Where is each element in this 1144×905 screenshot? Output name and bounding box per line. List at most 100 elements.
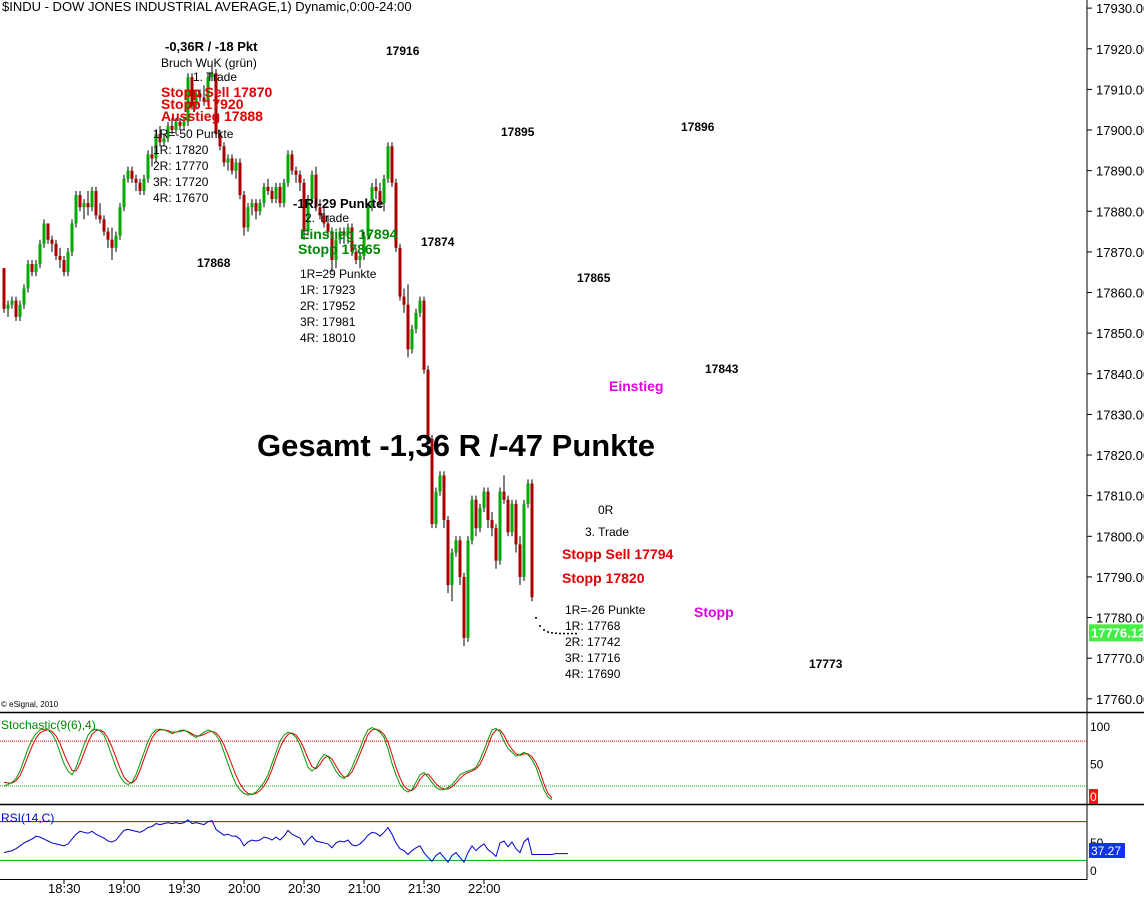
- candle-body: [170, 125, 174, 131]
- price-tick-label: 17920.00: [1096, 42, 1144, 57]
- candlestick-series: [2, 65, 534, 646]
- candle-body: [126, 170, 130, 179]
- candle-body: [70, 223, 74, 252]
- trade2-r-line: 4R: 18010: [300, 331, 356, 345]
- tail-point: [559, 632, 561, 635]
- pivot-label: 17895: [501, 125, 535, 139]
- candle-body: [530, 483, 534, 598]
- candle-body: [218, 134, 222, 147]
- candle-body: [338, 231, 342, 240]
- trade3-r-line: 3R: 17716: [565, 651, 621, 665]
- candle-body: [314, 174, 318, 208]
- tail-series: [535, 617, 577, 635]
- candle-body: [210, 73, 214, 78]
- candle-body: [414, 312, 418, 330]
- candle-body: [330, 231, 334, 261]
- candle-body: [454, 540, 458, 553]
- candle-body: [54, 243, 58, 256]
- candle-body: [302, 182, 306, 232]
- candle-body: [442, 475, 446, 521]
- candle-body: [18, 304, 22, 317]
- pivot-label: 17868: [197, 256, 231, 270]
- candle-body: [390, 146, 394, 183]
- candle-body: [310, 174, 314, 200]
- candle-body: [430, 438, 434, 525]
- candle-body: [410, 329, 414, 350]
- candle-body: [62, 260, 66, 273]
- trade1-r-line: 2R: 17770: [153, 159, 209, 173]
- trade2-r-line: 1R=29 Punkte: [300, 267, 377, 281]
- trade2-r-line: 2R: 17952: [300, 299, 356, 313]
- candle-body: [202, 97, 206, 102]
- trade1-exit: Ausstieg 17888: [161, 108, 263, 124]
- pivot-labels: 17916 17895 17896 17868 17874 17865 1784…: [197, 44, 843, 671]
- time-tick-label: 21:30: [408, 881, 441, 896]
- candle-body: [150, 154, 154, 159]
- candle-body: [90, 190, 94, 208]
- candle-body: [398, 247, 402, 297]
- tail-point: [551, 632, 553, 634]
- price-tick-label: 17830.00: [1096, 407, 1144, 422]
- trade3-r-line: 2R: 17742: [565, 635, 621, 649]
- candle-body: [318, 207, 322, 216]
- candle-body: [46, 223, 50, 240]
- stochastic-k-line: [3, 727, 553, 800]
- candle-body: [122, 178, 126, 208]
- last-price-badge: 17776.12: [1089, 624, 1144, 642]
- price-tick-label: 17810.00: [1096, 489, 1144, 504]
- candle-body: [282, 182, 286, 204]
- trade1-r-line: 4R: 17670: [153, 191, 209, 205]
- candle-body: [466, 540, 470, 638]
- trade3-annotation: 0R 3. Trade Stopp Sell 17794 Stopp 17820…: [562, 503, 673, 681]
- rsi-tick-label: 0: [1090, 864, 1097, 878]
- pivot-label: 17865: [577, 271, 611, 285]
- price-tick-label: 17890.00: [1096, 164, 1144, 179]
- candle-body: [186, 77, 190, 122]
- price-tick-label: 17910.00: [1096, 82, 1144, 97]
- trade1-stop: Stopp 17920: [161, 96, 244, 112]
- candle-body: [182, 121, 186, 126]
- candle-body: [350, 227, 354, 252]
- time-tick-label: 20:00: [228, 881, 261, 896]
- price-tick-label: 17850.00: [1096, 326, 1144, 341]
- candle-body: [514, 503, 518, 545]
- candle-body: [130, 170, 134, 179]
- candle-body: [458, 540, 462, 577]
- candle-body: [446, 520, 450, 586]
- copyright: © eSignal, 2010: [1, 700, 59, 709]
- candle-body: [434, 491, 438, 525]
- price-tick-label: 17870.00: [1096, 245, 1144, 260]
- candle-body: [486, 491, 490, 521]
- candle-body: [94, 190, 98, 216]
- candle-body: [230, 158, 234, 171]
- candle-body: [118, 207, 122, 236]
- candle-body: [406, 304, 410, 350]
- candle-body: [322, 215, 326, 224]
- candle-body: [418, 300, 422, 313]
- candle-body: [86, 203, 90, 208]
- pivot-label: 17896: [681, 120, 715, 134]
- candle-body: [42, 223, 46, 244]
- stochastic-panel: 100 50: [0, 720, 1110, 800]
- candle-body: [266, 186, 270, 191]
- candle-body: [426, 369, 430, 439]
- candle-body: [34, 264, 38, 273]
- candle-body: [158, 134, 162, 143]
- candle-body: [102, 219, 106, 232]
- candle-body: [234, 162, 238, 171]
- trade2-r-line: 3R: 17981: [300, 315, 356, 329]
- candle-body: [206, 77, 210, 102]
- trade3-stop: Stopp 17820: [562, 570, 645, 586]
- candle-body: [462, 576, 466, 638]
- trade3-stop-sell: Stopp Sell 17794: [562, 546, 673, 562]
- candle-body: [274, 186, 278, 200]
- price-axis: 17930.00 17920.00 17910.00 17900.00 17890.00…: [1087, 1, 1144, 707]
- trade1-reason: Bruch WuK (grün): [161, 56, 257, 70]
- pivot-label: 17916: [386, 44, 420, 58]
- candle-body: [366, 207, 370, 236]
- candle-body: [14, 300, 18, 317]
- candle-body: [198, 93, 202, 98]
- candle-body: [278, 186, 282, 204]
- stop-marker: Stopp: [694, 604, 734, 620]
- candle-body: [370, 186, 374, 208]
